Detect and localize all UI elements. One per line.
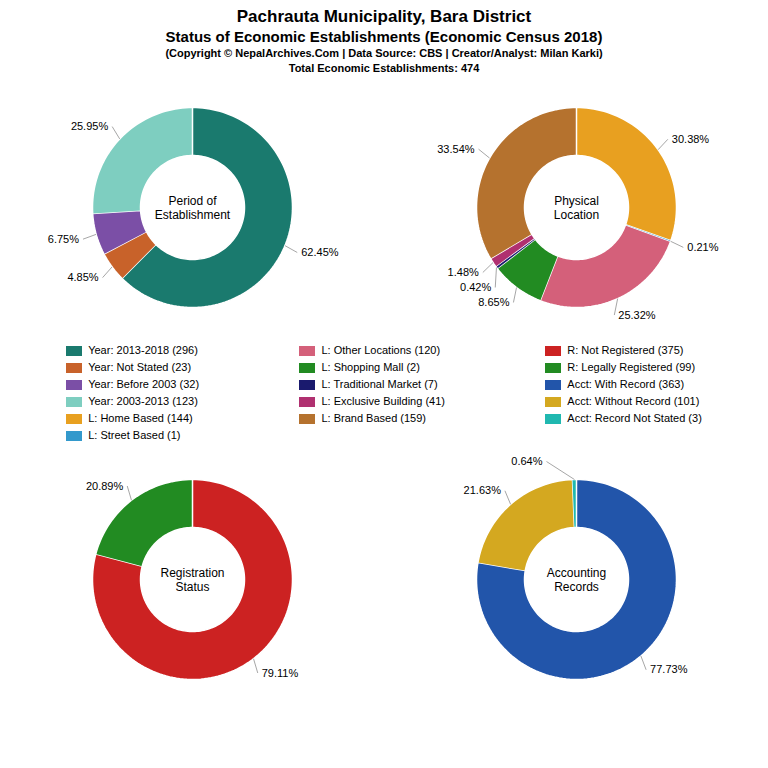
html-text:L: Traditional Market (7): L: Traditional Market (7)	[321, 378, 438, 390]
html-text:Status of Economic Establishme: Status of Economic Establishments (Econo…	[165, 28, 603, 45]
html-text:R: Not Registered (375): R: Not Registered (375)	[567, 344, 684, 356]
svg-text:62.45%: 62.45%	[301, 246, 339, 258]
svg-text:79.11%: 79.11%	[262, 667, 299, 679]
html-text:Year: 2013-2018 (296): Year: 2013-2018 (296)	[88, 344, 198, 356]
html-text:R: Legally Registered (99): R: Legally Registered (99)	[567, 361, 696, 373]
svg-text:30.38%: 30.38%	[672, 133, 710, 145]
svg-text:RegistrationStatus: RegistrationStatus	[160, 566, 224, 594]
html-text:Acct: With Record (363): Acct: With Record (363)	[567, 378, 685, 390]
svg-text:PhysicalLocation: PhysicalLocation	[554, 194, 599, 222]
svg-text:25.95%: 25.95%	[71, 120, 109, 132]
svg-text:1.48%: 1.48%	[448, 266, 479, 278]
html-text:(Copyright © NepalArchives.Com: (Copyright © NepalArchives.Com | Data So…	[165, 47, 603, 59]
html-text:L: Brand Based (159): L: Brand Based (159)	[321, 412, 426, 424]
html-text:Year: Before 2003 (32): Year: Before 2003 (32)	[88, 378, 200, 390]
svg-text:Period ofEstablishment: Period ofEstablishment	[155, 194, 231, 222]
svg-text:33.54%: 33.54%	[437, 143, 475, 155]
html-text:Year: 2003-2013 (123): Year: 2003-2013 (123)	[88, 395, 198, 407]
svg-text:4.85%: 4.85%	[67, 271, 98, 283]
svg-text:0.21%: 0.21%	[687, 241, 718, 253]
svg-text:77.73%: 77.73%	[650, 663, 688, 675]
svg-text:20.89%: 20.89%	[86, 480, 124, 492]
html-text:L: Other Locations (120): L: Other Locations (120)	[321, 344, 441, 356]
svg-text:21.63%: 21.63%	[464, 484, 502, 496]
svg-text:0.64%: 0.64%	[511, 455, 542, 467]
html-text:L: Street Based (1): L: Street Based (1)	[88, 429, 181, 441]
svg-text:0.42%: 0.42%	[460, 281, 491, 293]
svg-text:25.32%: 25.32%	[618, 309, 656, 321]
html-text:Year: Not Stated (23): Year: Not Stated (23)	[88, 361, 192, 373]
html-text:Pachrauta Municipality, Bara D: Pachrauta Municipality, Bara District	[236, 7, 532, 26]
svg-text:8.65%: 8.65%	[478, 296, 509, 308]
html-text:L: Home Based (144): L: Home Based (144)	[88, 412, 193, 424]
html-text:L: Shopping Mall (2): L: Shopping Mall (2)	[321, 361, 420, 373]
html-text:Acct: Without Record (101): Acct: Without Record (101)	[567, 395, 700, 407]
svg-text:6.75%: 6.75%	[48, 233, 79, 245]
html-text:Acct: Record Not Stated (3): Acct: Record Not Stated (3)	[567, 412, 702, 424]
html-text:Total Economic Establishments:: Total Economic Establishments: 474	[288, 62, 480, 74]
svg-text:AccountingRecords: AccountingRecords	[547, 566, 606, 594]
html-text:L: Exclusive Building (41): L: Exclusive Building (41)	[321, 395, 445, 407]
